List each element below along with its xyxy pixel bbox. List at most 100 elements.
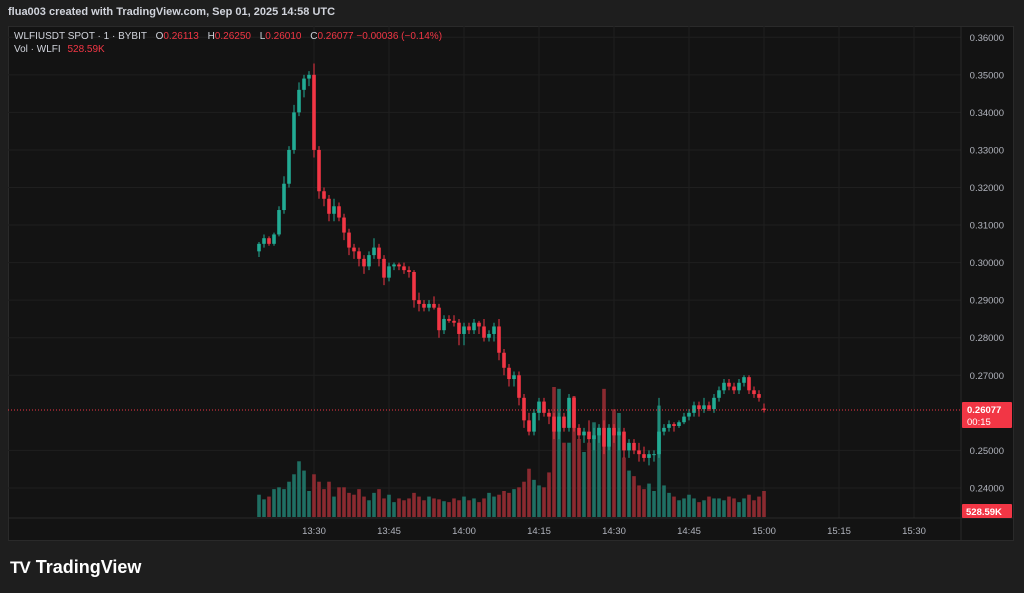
candle-body — [652, 454, 656, 456]
volume-bar — [547, 472, 551, 517]
volume-bar — [302, 470, 306, 517]
candle-body — [747, 377, 751, 391]
candle-body — [262, 238, 266, 244]
tradingview-logo[interactable]: TV TradingView — [10, 557, 141, 578]
candle-body — [402, 266, 406, 271]
volume-bar — [292, 474, 296, 517]
tradingview-logo-icon: TV — [10, 557, 31, 577]
volume-bar — [272, 489, 276, 517]
candle-body — [697, 405, 701, 410]
volume-bar — [577, 439, 581, 517]
candle-body — [397, 264, 401, 267]
candle-body — [727, 382, 731, 387]
volume-bar — [517, 487, 521, 517]
candle-body — [522, 397, 526, 421]
time-tick-label: 14:15 — [527, 526, 551, 537]
volume-bar — [417, 496, 421, 517]
chart-legend: WLFIUSDT SPOT · 1 · BYBIT O0.26113 H0.26… — [14, 30, 442, 56]
candle-body — [587, 431, 591, 440]
candle-body — [577, 427, 581, 436]
candle-body — [597, 427, 601, 436]
volume-bar — [617, 413, 621, 517]
volume-bar — [727, 496, 731, 517]
volume-bar — [512, 489, 516, 517]
candle-body — [742, 377, 746, 383]
candle-body — [622, 431, 626, 451]
volume-bar — [367, 500, 371, 517]
volume-bar — [447, 502, 451, 517]
volume-bar — [442, 501, 446, 517]
candle-body — [347, 232, 351, 248]
volume-bar — [357, 489, 361, 517]
volume-bar — [467, 500, 471, 517]
candle-body — [592, 435, 596, 440]
volume-bars — [257, 387, 766, 517]
volume-bar — [742, 498, 746, 517]
volume-bar — [662, 485, 666, 517]
price-tick-label: 0.24000 — [970, 483, 1004, 494]
volume-bar — [597, 427, 601, 517]
candle-countdown: 00:15 — [967, 417, 991, 428]
candle-body — [497, 326, 501, 353]
high-value: 0.26250 — [214, 31, 251, 42]
candle-body — [687, 412, 691, 417]
time-axis[interactable]: 13:30 13:45 14:00 14:15 14:30 14:45 15:00 15:15… — [302, 526, 926, 537]
candle-body — [542, 401, 546, 413]
volume-bar — [747, 494, 751, 517]
candle-body — [457, 322, 461, 334]
candle-body — [392, 264, 396, 267]
volume-bar — [702, 500, 706, 517]
candle-body — [327, 198, 331, 214]
price-tick-label: 0.35000 — [970, 70, 1004, 81]
candle-body — [702, 405, 706, 410]
candle-body — [422, 303, 426, 308]
volume-bar — [507, 492, 511, 517]
candle-body — [417, 300, 421, 304]
symbol-label[interactable]: WLFIUSDT SPOT · 1 · BYBIT — [14, 31, 147, 42]
price-tick-label: 0.32000 — [970, 183, 1004, 194]
candle-body — [257, 243, 261, 252]
candle-body — [762, 408, 766, 410]
volume-bar — [462, 496, 466, 517]
candle-body — [462, 326, 466, 334]
candle-body — [752, 390, 756, 395]
candle-body — [632, 442, 636, 451]
volume-bar — [572, 396, 576, 517]
candlestick-chart[interactable]: 0.36000 0.35000 0.34000 0.33000 0.32000 0.310… — [8, 26, 1014, 541]
volume-bar — [672, 496, 676, 517]
volume-bar — [657, 405, 661, 517]
volume-badge-bg — [962, 504, 1012, 518]
volume-bar — [532, 479, 536, 517]
volume-bar — [722, 500, 726, 517]
volume-bar — [562, 442, 566, 517]
price-axis[interactable]: 0.36000 0.35000 0.34000 0.33000 0.32000 0.310… — [970, 33, 1004, 495]
candle-body — [412, 272, 416, 301]
volume-row: Vol · WLFI 528.59K — [14, 43, 442, 56]
candle-body — [267, 238, 271, 244]
ohlc-row: WLFIUSDT SPOT · 1 · BYBIT O0.26113 H0.26… — [14, 30, 442, 43]
candle-body — [732, 386, 736, 391]
volume-bar — [472, 498, 476, 517]
candle-body — [482, 326, 486, 338]
candle-body — [377, 247, 381, 259]
candle-body — [607, 427, 611, 447]
candle-body — [707, 405, 711, 410]
time-tick-label: 14:00 — [452, 526, 476, 537]
volume-bar — [382, 498, 386, 517]
candle-body — [562, 416, 566, 428]
volume-bar — [587, 442, 591, 517]
volume-bar — [437, 499, 441, 517]
last-price-value: 0.26077 — [967, 405, 1001, 416]
candle-body — [272, 234, 276, 244]
volume-bar — [342, 487, 346, 517]
volume-bar — [737, 502, 741, 517]
volume-bar — [347, 492, 351, 517]
volume-label[interactable]: Vol · WLFI — [14, 44, 61, 55]
candle-body — [712, 397, 716, 410]
price-tick-label: 0.27000 — [970, 371, 1004, 382]
candle-body — [552, 416, 556, 432]
low-label: L — [259, 31, 266, 42]
volume-bar — [652, 491, 656, 517]
volume-bar — [457, 500, 461, 517]
volume-bar — [492, 496, 496, 517]
